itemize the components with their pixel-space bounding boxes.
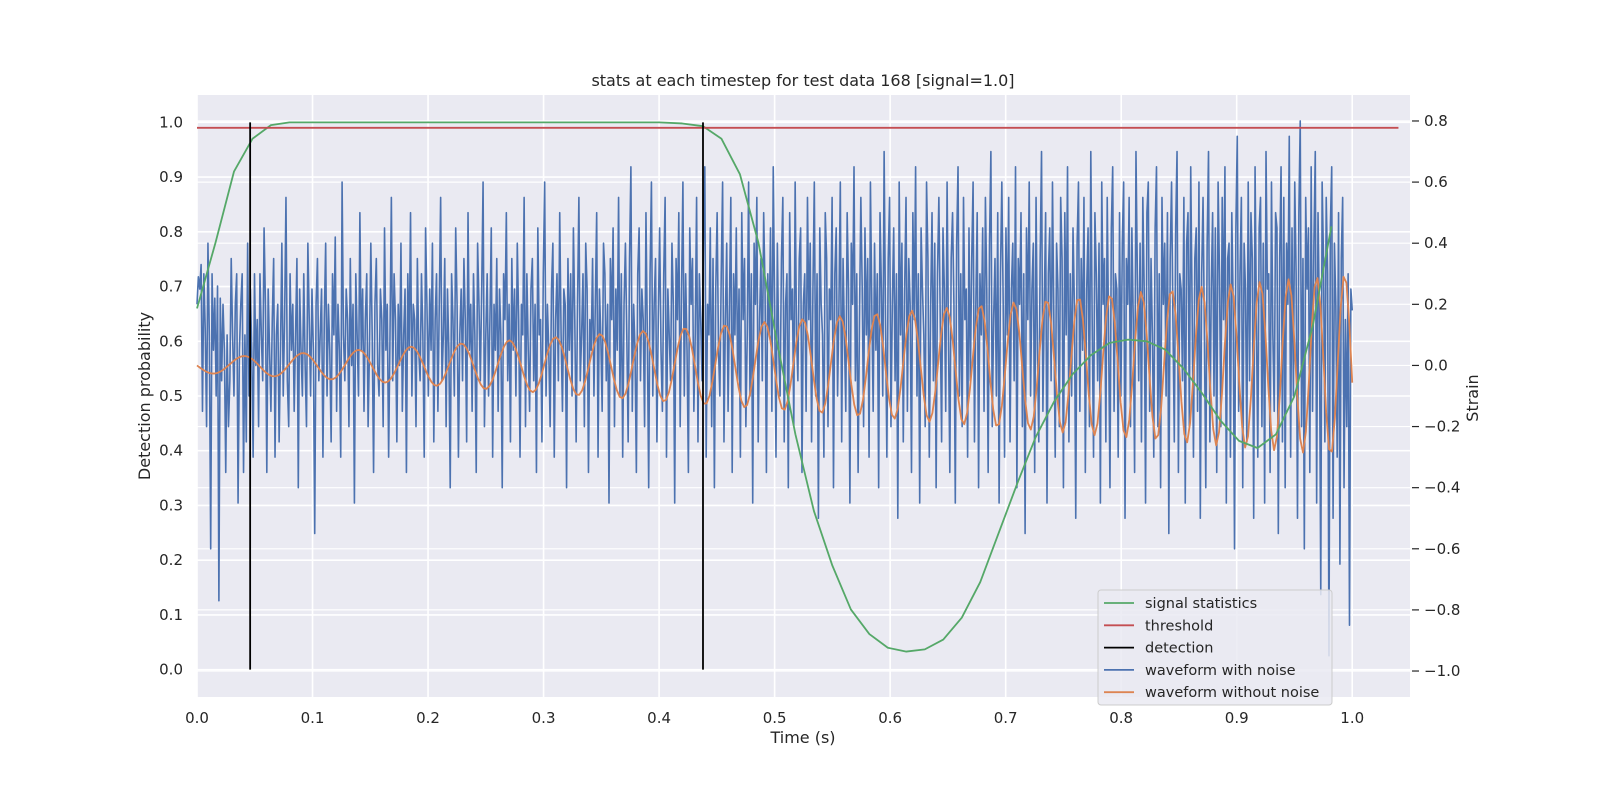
legend: signal statistics threshold detection wavef… xyxy=(1097,589,1333,706)
right-y-tick-label: −0.2 xyxy=(1424,418,1460,436)
left-y-tick-label: 0.0 xyxy=(159,661,183,679)
legend-entry-label: waveform with noise xyxy=(1145,663,1296,679)
legend-entry-label: detection xyxy=(1145,641,1213,657)
x-tick-label: 0.9 xyxy=(1225,709,1249,727)
x-tick-label: 0.4 xyxy=(647,709,671,727)
right-y-tick-label: 0.6 xyxy=(1424,173,1448,191)
chart-title: stats at each timestep for test data 168… xyxy=(591,71,1014,90)
left-y-tick-label: 0.6 xyxy=(159,332,183,350)
left-y-tick-labels: 0.0 0.1 0.2 0.3 0.4 0.5 0.6 0.7 0.8 0.9 1.0 xyxy=(159,113,183,678)
series-waveform-with-noise xyxy=(196,120,1354,657)
x-tick-label: 0.7 xyxy=(994,709,1018,727)
right-y-tick-label: −0.6 xyxy=(1424,540,1460,558)
right-y-tick-label: −0.4 xyxy=(1424,479,1460,497)
x-tick-label: 0.2 xyxy=(416,709,440,727)
right-y-tick-label: 0.2 xyxy=(1424,295,1448,313)
left-y-tick-label: 0.2 xyxy=(159,551,183,569)
x-tick-label: 0.5 xyxy=(763,709,787,727)
left-y-axis-label: Detection probability xyxy=(135,312,154,480)
right-y-tick-label: 0.0 xyxy=(1424,356,1448,374)
left-y-tick-label: 0.8 xyxy=(159,223,183,241)
legend-entry-label: waveform without noise xyxy=(1145,685,1319,701)
legend-box xyxy=(1097,589,1333,706)
x-tick-label: 1.0 xyxy=(1340,709,1364,727)
series-layer xyxy=(196,120,1399,670)
left-y-tick-label: 1.0 xyxy=(159,113,183,131)
right-y-tick-label: 0.4 xyxy=(1424,234,1448,252)
left-y-tick-label: 0.7 xyxy=(159,278,183,296)
right-y-tick-labels: −1.0 −0.8 −0.6 −0.4 −0.2 0.0 0.2 0.4 0.6 0.8 xyxy=(1412,112,1460,680)
right-y-tick-label: −1.0 xyxy=(1424,662,1460,680)
x-tick-label: 0.1 xyxy=(301,709,325,727)
series-waveform-without-noise xyxy=(196,275,1354,454)
right-y-tick-label: 0.8 xyxy=(1424,112,1448,130)
x-tick-label: 0.0 xyxy=(185,709,209,727)
right-y-axis-label: Strain xyxy=(1463,374,1482,421)
left-y-tick-label: 0.5 xyxy=(159,387,183,405)
left-y-tick-label: 0.9 xyxy=(159,168,183,186)
x-tick-labels: 0.0 0.1 0.2 0.3 0.4 0.5 0.6 0.7 0.8 0.9 1.0 xyxy=(185,709,1364,727)
x-tick-label: 0.6 xyxy=(878,709,902,727)
x-tick-label: 0.3 xyxy=(532,709,556,727)
left-y-tick-label: 0.4 xyxy=(159,442,183,460)
x-axis-label: Time (s) xyxy=(769,728,835,747)
legend-entry-label: threshold xyxy=(1145,618,1213,634)
right-y-tick-label: −0.8 xyxy=(1424,601,1460,619)
legend-entry-label: signal statistics xyxy=(1145,596,1257,612)
series-signal-statistics xyxy=(196,121,1333,653)
left-y-tick-label: 0.1 xyxy=(159,606,183,624)
x-tick-label: 0.8 xyxy=(1109,709,1133,727)
left-y-tick-label: 0.3 xyxy=(159,496,183,514)
